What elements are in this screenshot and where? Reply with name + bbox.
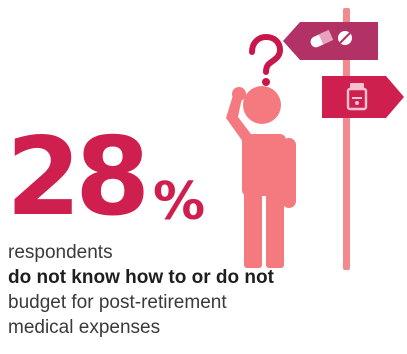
signpost-pole bbox=[343, 8, 350, 270]
sign-right bbox=[322, 76, 404, 118]
signpost-icon bbox=[283, 8, 404, 270]
caption-line-2: do not know how to or do not bbox=[8, 267, 274, 288]
pills-icon bbox=[310, 29, 352, 48]
sign-right-board bbox=[322, 76, 404, 118]
medicine-bottle-icon bbox=[346, 83, 368, 111]
caption-line-4: medical expenses bbox=[8, 317, 161, 338]
question-mark-icon bbox=[249, 33, 284, 86]
caption-line-1: respondents bbox=[8, 242, 113, 263]
thinking-person-icon bbox=[226, 86, 296, 268]
stat-value: 28 bbox=[6, 115, 150, 240]
stat-unit: % bbox=[153, 172, 206, 232]
sign-left bbox=[283, 22, 378, 60]
stat-caption: respondents do not know how to or do not… bbox=[8, 240, 274, 340]
person-head bbox=[243, 86, 281, 124]
caption-line-3: budget for post-retirement bbox=[8, 292, 227, 313]
